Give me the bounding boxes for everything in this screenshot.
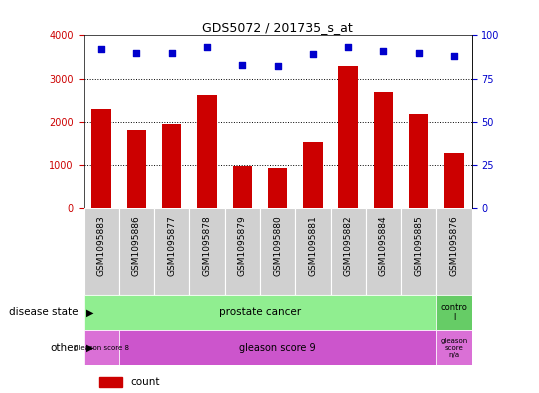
Point [273, 63, 282, 70]
Text: GSM1095882: GSM1095882 [344, 215, 353, 276]
Bar [437, 208, 472, 295]
Point [168, 50, 176, 56]
Bar [92, 109, 111, 208]
Bar [162, 124, 182, 208]
Point [308, 51, 317, 57]
Point [203, 44, 211, 51]
Text: ▶: ▶ [86, 307, 94, 318]
Bar [436, 330, 472, 365]
Bar [436, 295, 472, 330]
Text: contro
l: contro l [440, 303, 467, 322]
Bar [330, 208, 366, 295]
Point [414, 50, 423, 56]
Text: GSM1095879: GSM1095879 [238, 215, 247, 276]
Bar [197, 95, 217, 208]
Text: GSM1095880: GSM1095880 [273, 215, 282, 276]
Bar [119, 208, 154, 295]
Bar [84, 330, 119, 365]
Text: gleason
score
n/a: gleason score n/a [440, 338, 468, 358]
Bar [99, 377, 122, 387]
Bar [84, 208, 119, 295]
Bar [366, 208, 401, 295]
Text: disease state: disease state [9, 307, 78, 318]
Point [450, 53, 458, 59]
Point [238, 62, 247, 68]
Text: GSM1095885: GSM1095885 [414, 215, 423, 276]
Bar [154, 208, 189, 295]
Bar [225, 208, 260, 295]
Text: other: other [50, 343, 78, 353]
Text: GSM1095884: GSM1095884 [379, 215, 388, 276]
Point [379, 48, 388, 54]
Point [132, 50, 141, 56]
Text: GSM1095876: GSM1095876 [450, 215, 459, 276]
Text: prostate cancer: prostate cancer [219, 307, 301, 318]
Text: GSM1095877: GSM1095877 [167, 215, 176, 276]
Title: GDS5072 / 201735_s_at: GDS5072 / 201735_s_at [202, 21, 353, 34]
Text: count: count [130, 377, 160, 387]
Point [97, 46, 106, 52]
Bar [119, 330, 436, 365]
Bar [233, 166, 252, 208]
Bar [127, 130, 146, 208]
Bar [260, 208, 295, 295]
Text: gleason score 9: gleason score 9 [239, 343, 316, 353]
Text: gleason score 8: gleason score 8 [74, 345, 129, 351]
Bar [374, 92, 393, 208]
Bar [401, 208, 437, 295]
Bar [409, 114, 429, 208]
Bar [189, 208, 225, 295]
Point [344, 44, 353, 51]
Text: GSM1095881: GSM1095881 [308, 215, 317, 276]
Bar [303, 142, 322, 208]
Bar [268, 168, 287, 208]
Text: GSM1095878: GSM1095878 [203, 215, 211, 276]
Bar [444, 153, 464, 208]
Bar [338, 66, 358, 208]
Text: GSM1095883: GSM1095883 [96, 215, 106, 276]
Text: GSM1095886: GSM1095886 [132, 215, 141, 276]
Bar [295, 208, 330, 295]
Text: ▶: ▶ [86, 343, 94, 353]
